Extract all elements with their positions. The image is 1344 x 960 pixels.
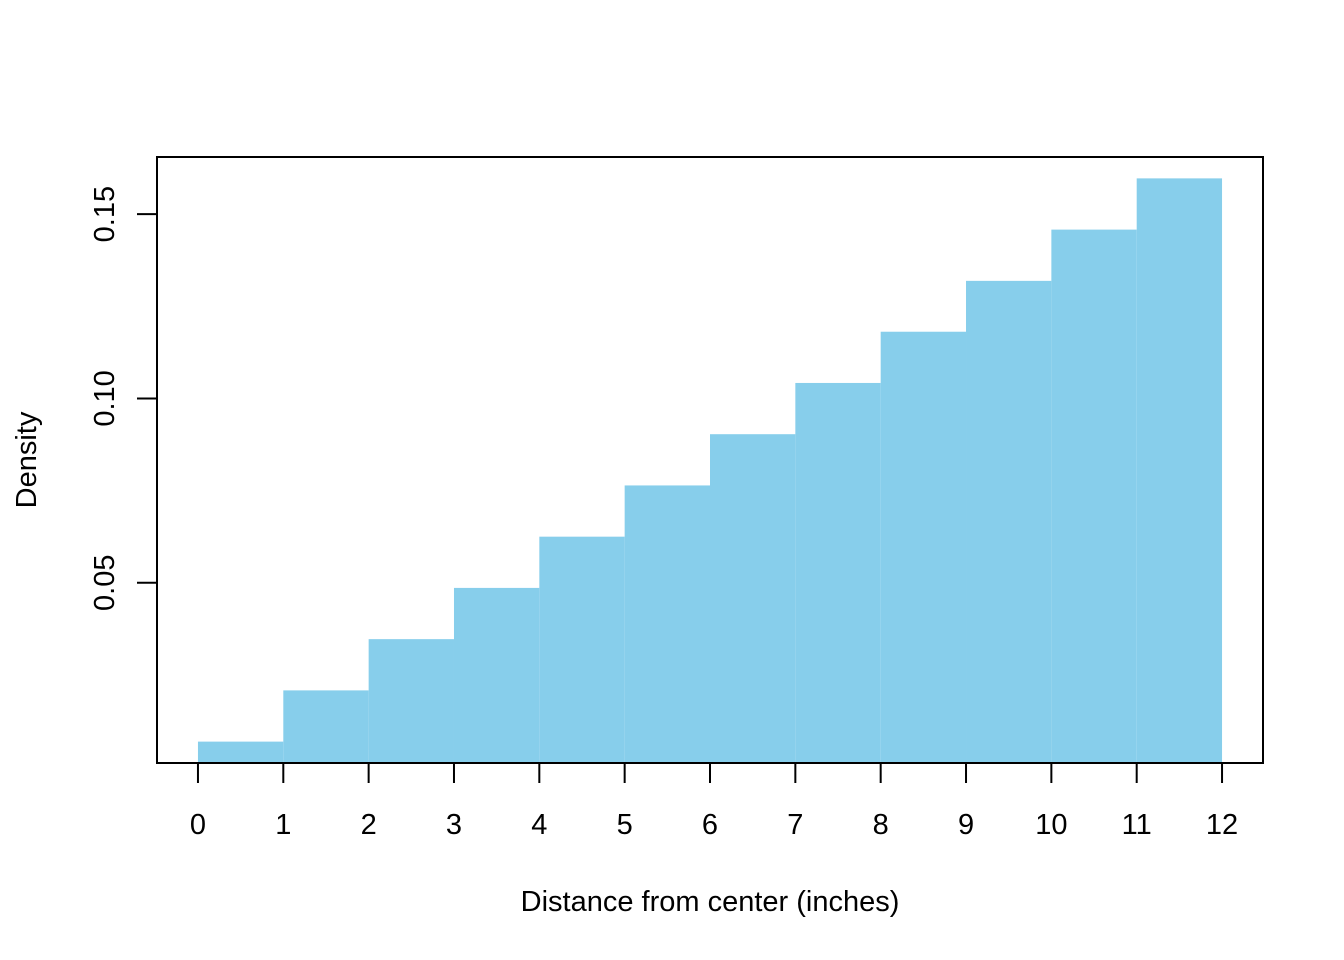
y-tick-label: 0.15 — [89, 186, 121, 242]
y-axis-title: Density — [11, 411, 43, 508]
histogram-bar — [966, 280, 1052, 763]
y-axis: 0.05 0.10 0.15 — [89, 186, 158, 611]
x-tick-label: 1 — [275, 809, 291, 841]
x-axis: 0 1 2 3 4 5 6 7 8 9 10 11 12 — [190, 762, 1238, 841]
x-tick-label: 4 — [531, 809, 547, 841]
histogram-bar — [453, 587, 540, 763]
x-tick-label: 11 — [1122, 809, 1152, 841]
x-tick-label: 12 — [1206, 809, 1238, 841]
y-tick-label: 0.10 — [89, 370, 121, 426]
y-tick-label: 0.05 — [89, 555, 121, 611]
x-tick-label: 0 — [190, 809, 206, 841]
x-tick-label: 10 — [1035, 809, 1067, 841]
x-tick-label: 5 — [617, 809, 633, 841]
x-tick-label: 2 — [361, 809, 377, 841]
x-tick-label: 3 — [446, 809, 462, 841]
x-tick-label: 6 — [702, 809, 718, 841]
histogram-bar — [880, 331, 967, 763]
x-tick-label: 8 — [873, 809, 889, 841]
histogram-bar — [795, 382, 881, 763]
histogram-bar — [624, 485, 710, 763]
x-tick-label: 9 — [958, 809, 974, 841]
histogram-bar — [368, 639, 454, 763]
x-axis-title: Distance from center (inches) — [521, 886, 900, 918]
histogram-bar — [539, 536, 625, 763]
histogram-bars — [197, 178, 1223, 763]
histogram-bar — [710, 434, 796, 763]
histogram-bar — [283, 690, 369, 763]
histogram-bar — [1136, 178, 1223, 763]
x-tick-label: 7 — [787, 809, 803, 841]
histogram-bar — [1051, 229, 1137, 763]
histogram-bar — [197, 741, 284, 763]
